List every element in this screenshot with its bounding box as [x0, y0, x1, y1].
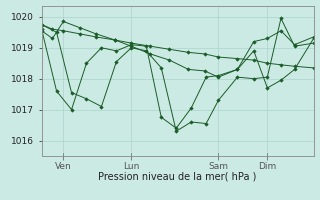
X-axis label: Pression niveau de la mer( hPa ): Pression niveau de la mer( hPa ) [99, 172, 257, 182]
